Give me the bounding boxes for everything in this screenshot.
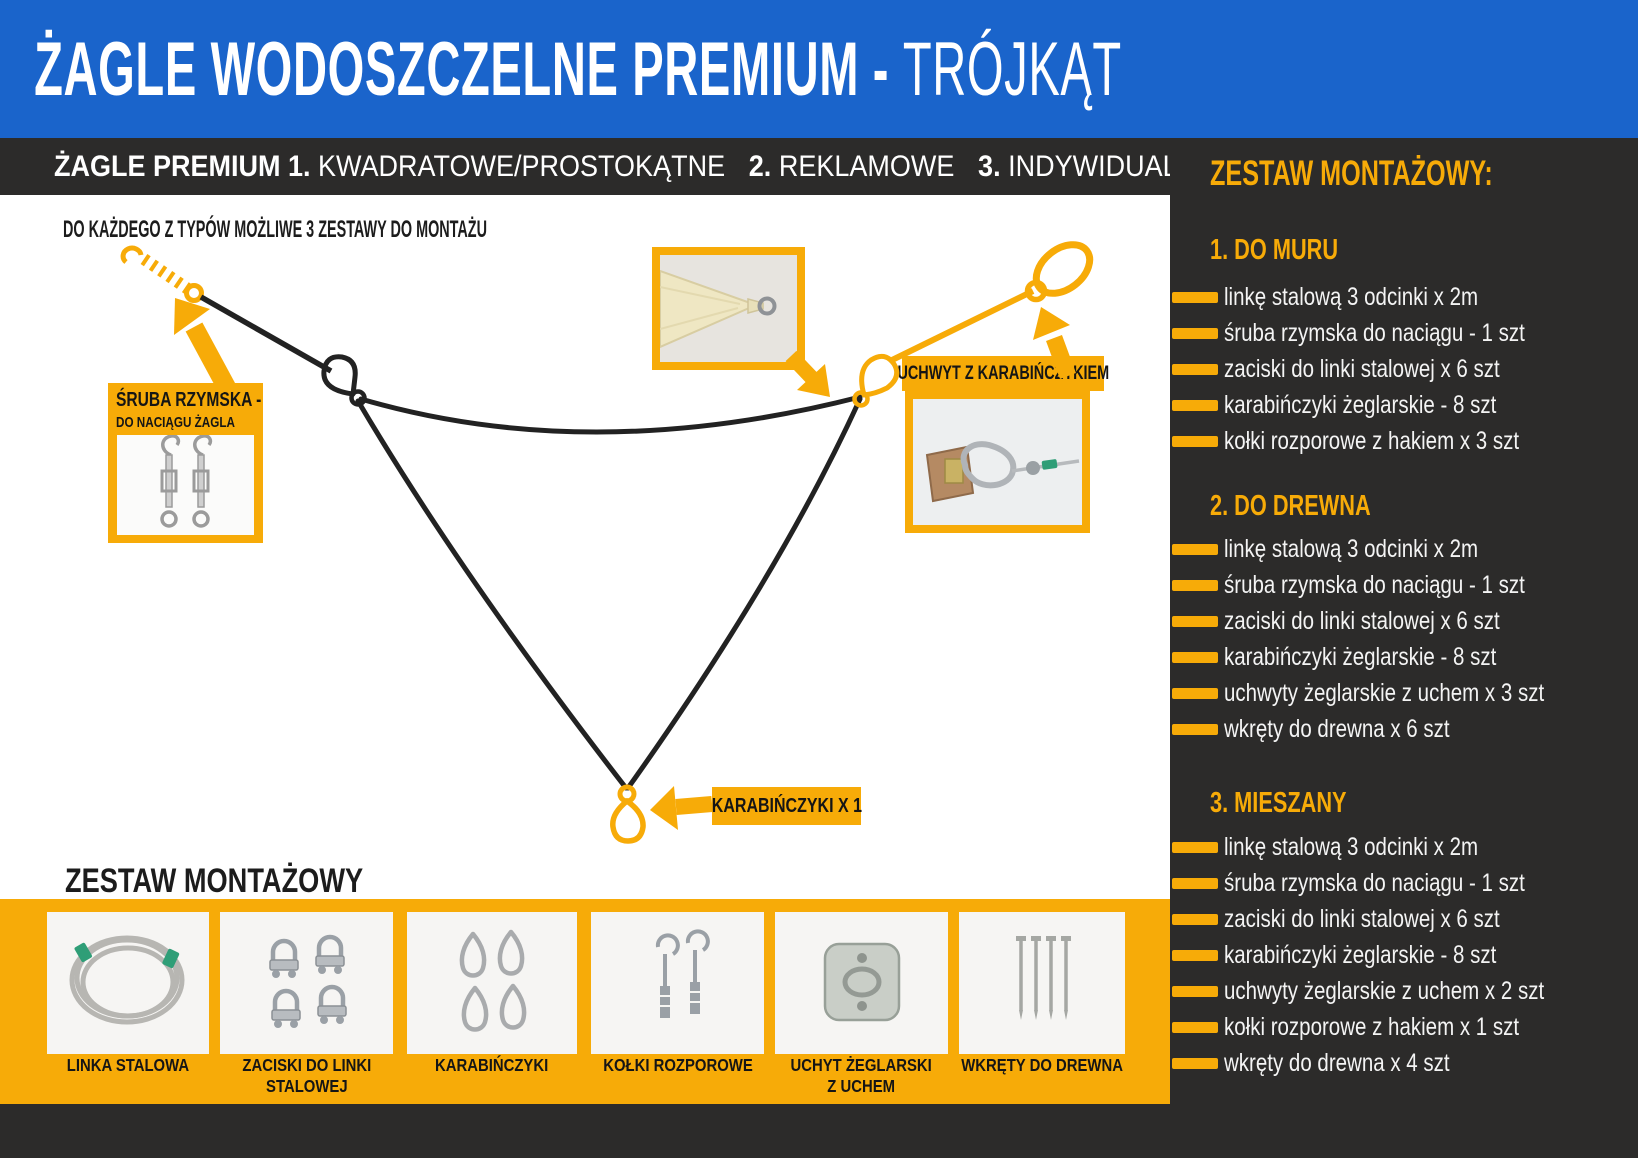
kit-item: uchwyty żeglarskie z uchem x 3 szt bbox=[1170, 677, 1638, 709]
product-label: KARABIŃCZYKI bbox=[435, 1055, 549, 1075]
product-label: ZACISKI DO LINKI STALOWEJ bbox=[242, 1055, 371, 1096]
product-label: UCHYT ŻEGLARSKI Z UCHEM bbox=[790, 1055, 933, 1096]
product-label: WKRĘTY DO DREWNA bbox=[961, 1055, 1123, 1075]
sidebar-heading: ZESTAW MONTAŻOWY: bbox=[1210, 154, 1493, 193]
kit-item: zaciski do linki stalowej x 6 szt bbox=[1170, 903, 1638, 935]
kit-item: śruba rzymska do naciągu - 1 szt bbox=[1170, 569, 1638, 601]
kit-item: uchwyty żeglarskie z uchem x 2 szt bbox=[1170, 975, 1638, 1007]
hook-mount-photo bbox=[905, 391, 1090, 533]
tick-icon bbox=[1172, 291, 1218, 303]
kit-item: śruba rzymska do naciągu - 1 szt bbox=[1170, 867, 1638, 899]
subheader-type-2: REKLAMOWE bbox=[771, 149, 955, 183]
sail-ring-icon bbox=[757, 296, 777, 316]
product-card-karabinczyki bbox=[407, 912, 577, 1054]
diagram-panel bbox=[0, 195, 1170, 899]
tick-icon bbox=[1172, 435, 1218, 447]
tick-icon bbox=[1172, 1057, 1218, 1069]
kit-item: zaciski do linki stalowej x 6 szt bbox=[1170, 605, 1638, 637]
kit-item: karabińczyki żeglarskie - 8 szt bbox=[1170, 641, 1638, 673]
subheader-type-1: KWADRATOWE/PROSTOKĄTNE bbox=[310, 149, 726, 183]
green-cable-tip bbox=[1041, 459, 1058, 470]
kit-item: linkę stalową 3 odcinki x 2m bbox=[1170, 533, 1638, 565]
steel-cable-coil-icon bbox=[69, 935, 185, 1025]
product-card-linka-stalowa bbox=[47, 912, 209, 1054]
kit-item: linkę stalową 3 odcinki x 2m bbox=[1170, 281, 1638, 313]
kit-item: wkręty do drewna x 4 szt bbox=[1170, 1047, 1638, 1079]
subheader-band: ŻAGLE PREMIUM 1. KWADRATOWE/PROSTOKĄTNE … bbox=[0, 138, 1215, 195]
tick-icon bbox=[1172, 985, 1218, 997]
callout-sruba-subtitle: DO NACIĄGU ŻAGLA bbox=[116, 414, 235, 431]
page-title-light: TRÓJKĄT bbox=[902, 26, 1122, 112]
kit-strip: LINKA STALOWA ZACISKI DO LINKI STALOWEJ bbox=[0, 899, 1170, 1104]
hook-mount-icon bbox=[925, 441, 1080, 503]
product-card-wkrety bbox=[959, 912, 1125, 1054]
kit-item: karabińczyki żeglarskie - 8 szt bbox=[1170, 389, 1638, 421]
subheader-num-2: 2. bbox=[748, 149, 772, 183]
tick-icon bbox=[1172, 687, 1218, 699]
tick-icon bbox=[1172, 877, 1218, 889]
expansion-anchors-icon bbox=[655, 929, 710, 1018]
page-header: ŻAGLE WODOSZCZELNE PREMIUM - TRÓJKĄT bbox=[0, 0, 1638, 138]
diagram-note: DO KAŻDEGO Z TYPÓW MOŻLIWE 3 ZESTAWY DO … bbox=[63, 216, 487, 243]
product-card-uchyt bbox=[775, 912, 948, 1054]
tick-icon bbox=[1172, 723, 1218, 735]
product-label: LINKA STALOWA bbox=[66, 1055, 190, 1075]
section-title-do-drewna: 2. DO DREWNA bbox=[1210, 490, 1371, 522]
callout-sruba-rzymska: ŚRUBA RZYMSKA - DO NACIĄGU ŻAGLA bbox=[108, 383, 263, 543]
kit-item: kołki rozporowe z hakiem x 3 szt bbox=[1170, 425, 1638, 457]
tick-icon bbox=[1172, 399, 1218, 411]
subheader-num-1: 1. bbox=[288, 149, 311, 183]
subheader-num-3: 3. bbox=[978, 149, 1001, 183]
kit-strip-heading: ZESTAW MONTAŻOWY bbox=[65, 862, 364, 900]
tick-icon bbox=[1172, 327, 1218, 339]
tick-icon bbox=[1172, 949, 1218, 961]
callout-sruba-title: ŚRUBA RZYMSKA - bbox=[116, 389, 262, 411]
carabiners-icon bbox=[459, 929, 527, 1032]
product-label: KOŁKI ROZPOROWE bbox=[602, 1055, 753, 1075]
eye-ring bbox=[842, 966, 882, 998]
turnbuckle-photo bbox=[117, 434, 254, 535]
green-clip bbox=[74, 942, 92, 963]
tick-icon bbox=[1172, 579, 1218, 591]
turnbuckle-icon bbox=[160, 434, 213, 528]
page-title-bold: ŻAGLE WODOSZCZELNE PREMIUM - bbox=[34, 26, 903, 112]
callout-uchwyt-text: UCHWYT Z KARABIŃCZYKIEM bbox=[897, 362, 1109, 384]
kit-item: śruba rzymska do naciągu - 1 szt bbox=[1170, 317, 1638, 349]
callout-karabinczyki-text: KARABIŃCZYKI X 1 bbox=[711, 794, 862, 817]
sail-fabric bbox=[659, 269, 759, 349]
kit-item: linkę stalową 3 odcinki x 2m bbox=[1170, 831, 1638, 863]
clip bbox=[269, 934, 347, 1028]
carabiner-hook bbox=[960, 441, 1017, 489]
section-title-do-muru: 1. DO MURU bbox=[1210, 234, 1339, 266]
kit-item: karabińczyki żeglarskie - 8 szt bbox=[1170, 939, 1638, 971]
product-card-zaciski bbox=[220, 912, 393, 1054]
tick-icon bbox=[1172, 543, 1218, 555]
subheader-brand: ŻAGLE PREMIUM bbox=[54, 149, 288, 183]
anchor-with-hook bbox=[655, 929, 710, 1018]
section-title-mieszany: 3. MIESZANY bbox=[1210, 787, 1347, 819]
wire-rope-clips-icon bbox=[269, 934, 347, 1028]
tick-icon bbox=[1172, 363, 1218, 375]
tick-icon bbox=[1172, 651, 1218, 663]
kit-item: kołki rozporowe z hakiem x 1 szt bbox=[1170, 1011, 1638, 1043]
tick-icon bbox=[1172, 615, 1218, 627]
kit-item: zaciski do linki stalowej x 6 szt bbox=[1170, 353, 1638, 385]
tick-icon bbox=[1172, 1021, 1218, 1033]
subheader-text: ŻAGLE PREMIUM 1. KWADRATOWE/PROSTOKĄTNE … bbox=[0, 150, 1231, 184]
sailing-mount-icon bbox=[823, 942, 901, 1022]
sail-corner-photo bbox=[652, 247, 805, 370]
tick-icon bbox=[1172, 913, 1218, 925]
screw bbox=[1016, 936, 1071, 1020]
wood-screws-icon bbox=[1016, 936, 1071, 1020]
sail-corner-icon bbox=[659, 269, 777, 349]
product-card-kolki bbox=[591, 912, 764, 1054]
kit-item: wkręty do drewna x 6 szt bbox=[1170, 713, 1638, 745]
callout-uchwyt-label: UCHWYT Z KARABIŃCZYKIEM bbox=[897, 356, 1109, 391]
page-title: ŻAGLE WODOSZCZELNE PREMIUM - TRÓJKĄT bbox=[0, 26, 1122, 113]
callout-karabinczyki-label: KARABIŃCZYKI X 1 bbox=[711, 787, 862, 825]
green-clip bbox=[162, 948, 180, 969]
tick-icon bbox=[1172, 841, 1218, 853]
sidebar-mounting-kits: ZESTAW MONTAŻOWY: 1. DO MURU linkę stalo… bbox=[1170, 138, 1638, 1158]
